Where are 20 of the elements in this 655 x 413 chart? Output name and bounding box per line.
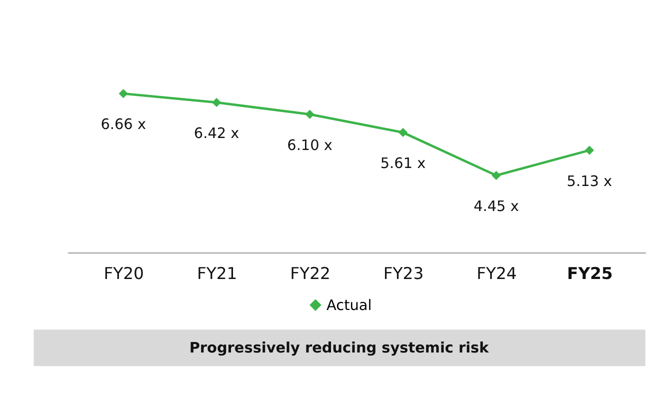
data-label: 4.45 x [474, 199, 520, 216]
point [118, 89, 128, 98]
data-label: 6.42 x [194, 126, 240, 142]
x-tick-label: FY24 [476, 264, 517, 284]
x-tick-label: FY21 [196, 264, 238, 284]
x-tick-label: FY20 [104, 264, 144, 284]
data-label: 6.66 x [100, 117, 146, 134]
point [305, 110, 314, 119]
point [212, 98, 222, 108]
point [492, 170, 501, 180]
point [398, 128, 408, 138]
data-label: 5.61 x [380, 156, 426, 172]
data-label: 5.13 x [566, 174, 613, 190]
x-tick-label: FY23 [383, 264, 424, 284]
legend-label: Actual [326, 298, 372, 314]
x-tick-label: FY25 [567, 264, 613, 284]
text: Progressively reducing systemic risk [189, 340, 490, 357]
x-tick-label: FY22 [290, 264, 330, 284]
point [584, 146, 594, 155]
data-label: 6.10 x [287, 138, 333, 154]
